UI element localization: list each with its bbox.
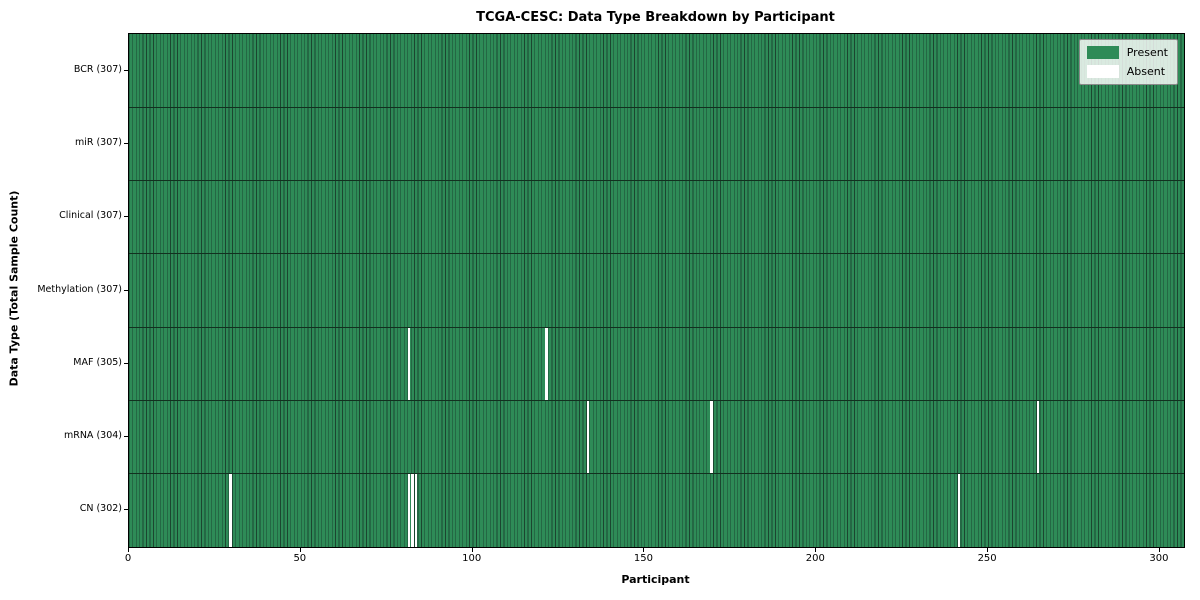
absent-swatch-icon — [1086, 65, 1119, 78]
absent-cell — [411, 473, 414, 547]
absent-cell — [710, 400, 713, 474]
row-separator — [129, 473, 1184, 475]
x-tick-label-300: 300 — [1149, 553, 1169, 564]
absent-cell — [414, 473, 418, 547]
absent-cell — [407, 473, 411, 547]
x-tick-mark — [815, 548, 817, 552]
heatmap-plot-area: Present Absent — [128, 33, 1185, 548]
heatmap-row-mRNA — [129, 400, 1184, 474]
x-tick-label-250: 250 — [977, 553, 997, 564]
present-swatch-icon — [1086, 46, 1119, 59]
row-separator — [129, 326, 1184, 328]
y-tick-mark — [124, 509, 128, 511]
y-tick-mark — [124, 362, 128, 364]
row-separator — [129, 180, 1184, 182]
absent-cell — [229, 473, 232, 547]
x-tick-label-100: 100 — [462, 553, 482, 564]
x-tick-mark — [299, 548, 301, 552]
absent-cell — [407, 327, 411, 401]
y-tick-label-BCR: BCR (307) — [73, 63, 122, 75]
absent-cell — [1036, 400, 1040, 474]
x-tick-mark — [128, 548, 129, 552]
y-tick-mark — [124, 69, 128, 71]
x-tick-label-150: 150 — [633, 553, 654, 564]
heatmap-row-Methylation — [129, 253, 1184, 328]
x-tick-label-200: 200 — [805, 553, 825, 564]
x-tick-mark — [987, 548, 989, 552]
x-tick-label-50: 50 — [293, 553, 307, 564]
y-tick-mark — [124, 142, 128, 144]
absent-cell — [586, 400, 590, 474]
absent-cell — [545, 327, 548, 401]
y-tick-label-Clinical: Clinical (307) — [59, 210, 122, 222]
y-tick-mark — [124, 436, 128, 438]
heatmap-row-BCR — [129, 34, 1184, 108]
x-tick-label-0: 0 — [124, 553, 132, 564]
y-tick-label-MAF: MAF (305) — [73, 356, 122, 368]
chart-title: TCGA-CESC: Data Type Breakdown by Partic… — [476, 10, 835, 25]
legend-label-absent: Absent — [1126, 65, 1166, 78]
x-tick-mark — [471, 548, 473, 552]
heatmap-row-MAF — [129, 327, 1184, 401]
legend-item-absent: Absent — [1086, 65, 1168, 78]
x-tick-mark — [1158, 548, 1160, 552]
y-tick-label-CN: CN (302) — [79, 503, 122, 515]
y-tick-mark — [124, 289, 128, 291]
heatmap-row-miR — [129, 107, 1184, 181]
row-separator — [129, 106, 1184, 108]
y-tick-label-Methylation: Methylation (307) — [37, 283, 122, 295]
y-tick-label-mRNA: mRNA (304) — [63, 430, 122, 442]
row-separator — [129, 253, 1184, 255]
legend: Present Absent — [1078, 39, 1178, 85]
y-tick-mark — [124, 216, 128, 218]
row-separator — [129, 399, 1184, 401]
x-axis-label: Participant — [621, 573, 690, 586]
heatmap-row-Clinical — [129, 180, 1184, 254]
heatmap-row-CN — [129, 473, 1184, 547]
legend-label-present: Present — [1126, 46, 1168, 59]
x-tick-mark — [643, 548, 645, 552]
absent-cell — [957, 473, 961, 547]
y-tick-label-miR: miR (307) — [74, 136, 122, 148]
legend-item-present: Present — [1086, 46, 1168, 59]
